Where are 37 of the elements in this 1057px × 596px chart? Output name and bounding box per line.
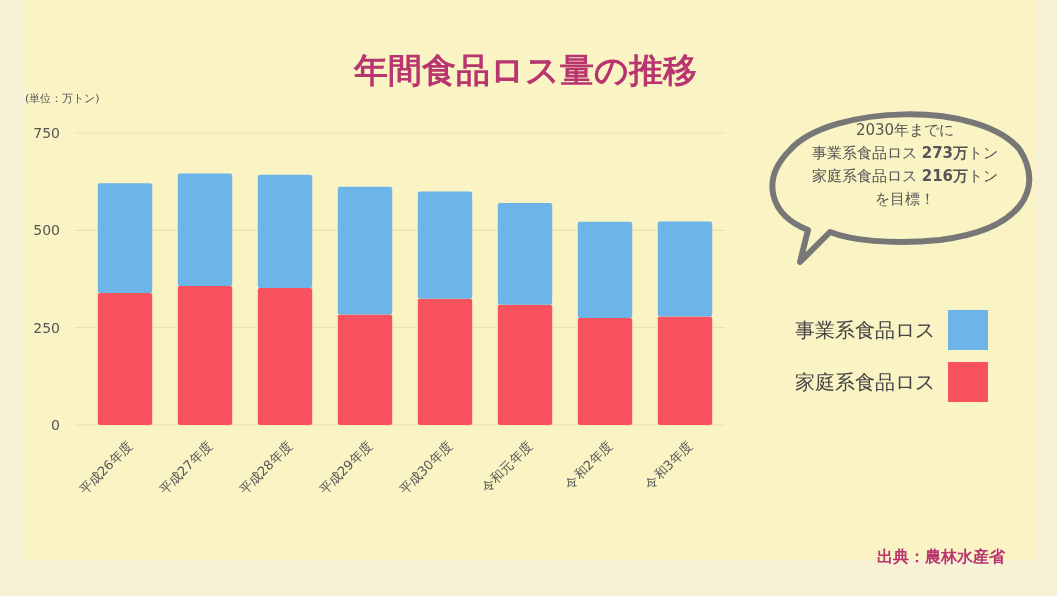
x-tick-label: 平成29年度 <box>316 438 376 498</box>
bar <box>257 174 313 288</box>
bar <box>97 293 153 425</box>
bar <box>497 304 553 425</box>
bar <box>497 203 553 305</box>
y-tick-label: 0 <box>51 417 60 433</box>
text: 家庭系食品ロス 216万トン <box>811 167 999 185</box>
chart-title: 年間食品ロス量の推移 <box>352 50 697 90</box>
bar <box>577 317 633 425</box>
bar <box>257 287 313 425</box>
x-tick-label: 平成28年度 <box>236 438 296 498</box>
x-tick-label: 平成30年度 <box>396 438 456 498</box>
y-tick-label: 750 <box>33 125 60 141</box>
source-note: 出典：農林水産省 <box>877 547 1006 566</box>
x-tick-label: 令和元年度 <box>478 438 536 496</box>
bar <box>417 191 473 299</box>
x-tick-label: 令和2年度 <box>561 438 616 492</box>
y-tick-label: 500 <box>33 222 60 239</box>
x-tick-label: 平成27年度 <box>156 438 216 498</box>
x-tick-label: 平成26年度 <box>76 438 136 498</box>
bar <box>337 314 393 425</box>
text: 事業系食品ロス 273万トン <box>811 144 999 162</box>
bar <box>657 316 713 425</box>
x-tick-label: 令和3年度 <box>641 438 696 492</box>
bar <box>417 298 473 425</box>
text: 2030年までに <box>855 121 955 139</box>
text: を目標！ <box>875 190 935 208</box>
y-axis-title: (単位：万トン) <box>25 92 100 105</box>
bar <box>577 221 633 318</box>
y-tick-label: 250 <box>33 319 60 336</box>
bar <box>177 173 233 287</box>
bar <box>177 286 233 425</box>
bar <box>657 221 713 317</box>
legend-label: 事業系食品ロス <box>795 318 935 342</box>
bar <box>97 183 153 294</box>
bar <box>337 186 393 315</box>
legend-label: 家庭系食品ロス <box>795 370 935 394</box>
